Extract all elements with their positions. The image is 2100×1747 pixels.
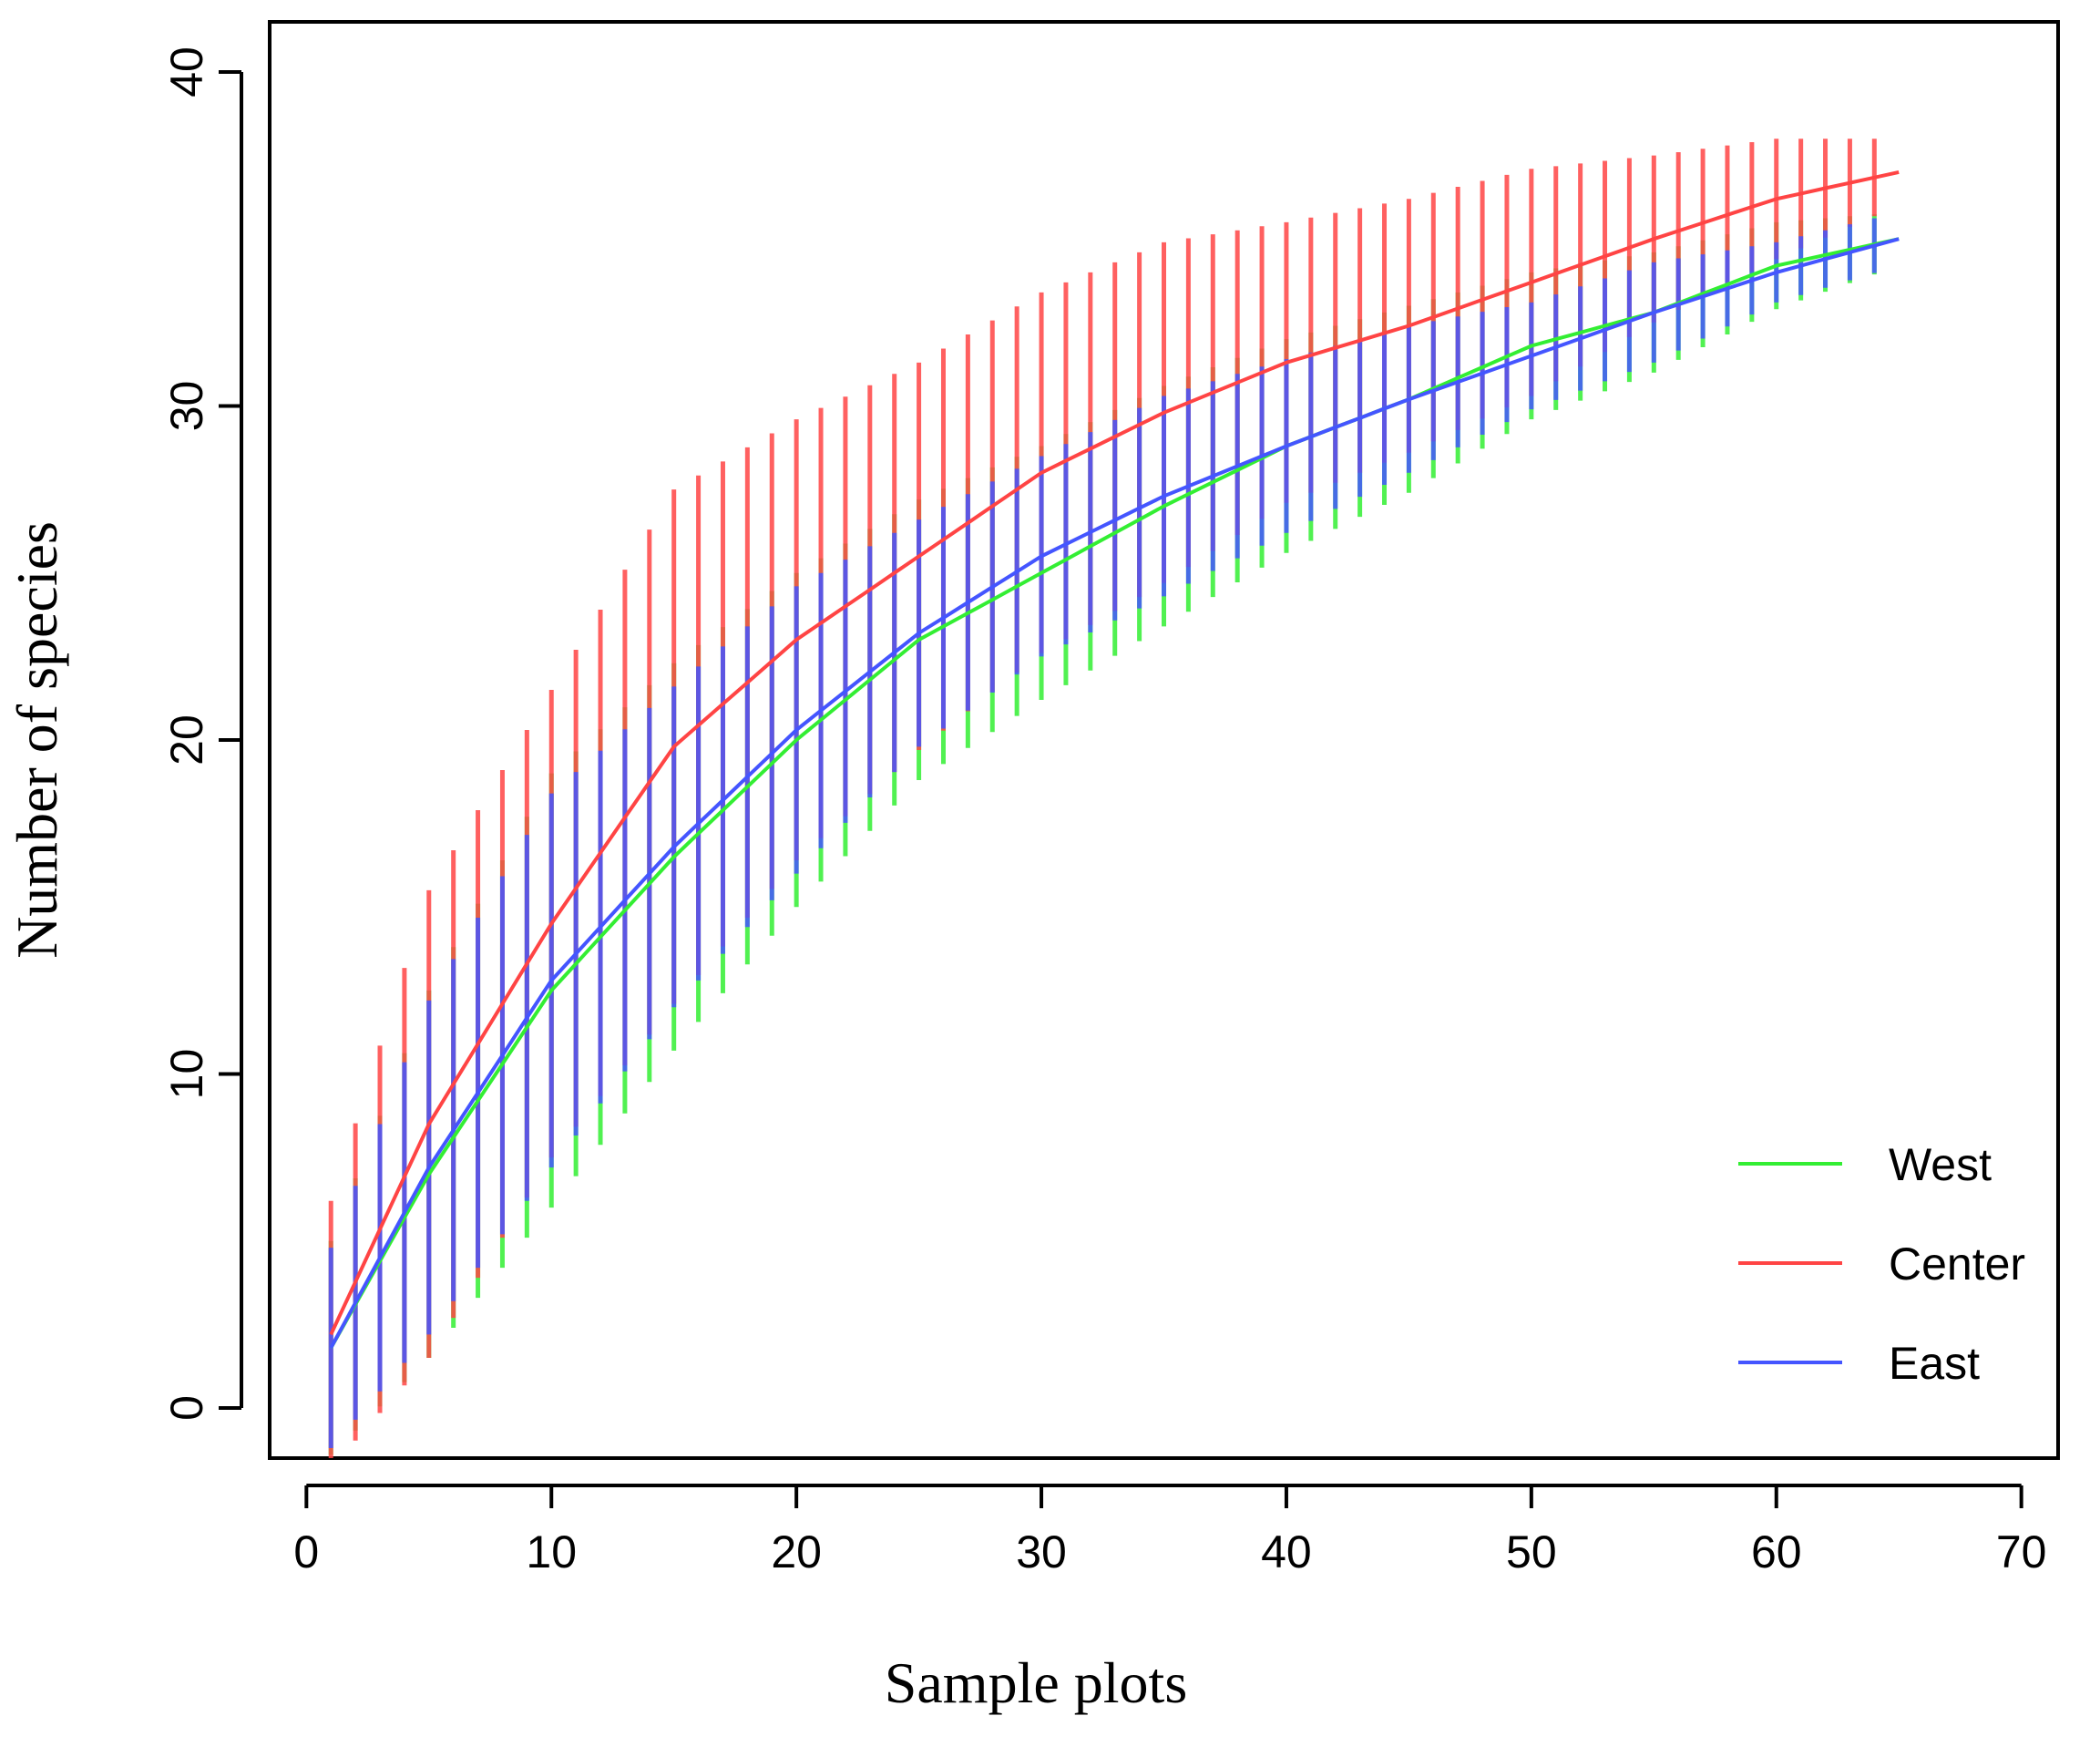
series-line-center (329, 170, 1900, 1336)
y-tick-label-10: 10 (161, 1049, 212, 1100)
x-tick-label-60: 60 (1751, 1526, 1802, 1577)
series-line-east (329, 237, 1900, 1350)
y-tick-label-30: 30 (161, 381, 212, 432)
x-tick-label-0: 0 (293, 1526, 319, 1577)
x-tick-label-30: 30 (1016, 1526, 1067, 1577)
y-axis-title: Number of species (5, 521, 69, 959)
x-axis-title: Sample plots (885, 1650, 1187, 1715)
error-bars-west (328, 214, 1877, 1455)
x-tick-label-40: 40 (1261, 1526, 1312, 1577)
error-bars-group (328, 139, 1877, 1458)
x-tick-label-20: 20 (771, 1526, 822, 1577)
legend: West Center East (1738, 1139, 2025, 1389)
x-tick-label-70: 70 (1996, 1526, 2047, 1577)
x-tick-label-50: 50 (1506, 1526, 1557, 1577)
legend-item-center: Center (1738, 1238, 2025, 1290)
x-tick-label-10: 10 (526, 1526, 577, 1577)
y-tick-label-0: 0 (161, 1395, 212, 1421)
legend-item-west: West (1738, 1139, 1992, 1190)
legend-label-center: Center (1889, 1238, 2025, 1290)
error-bars-center (328, 139, 1877, 1458)
legend-label-east: East (1889, 1338, 1980, 1389)
y-axis: 0 10 20 30 40 (161, 46, 243, 1421)
legend-label-west: West (1889, 1139, 1992, 1190)
error-bars-east (328, 218, 1877, 1449)
legend-item-east: East (1738, 1338, 1980, 1389)
series-lines-group (329, 170, 1900, 1350)
y-tick-label-40: 40 (161, 46, 212, 98)
x-axis: 0 10 20 30 40 50 60 70 (293, 1484, 2047, 1577)
plot-frame (268, 20, 2060, 1460)
y-tick-label-20: 20 (161, 714, 212, 766)
